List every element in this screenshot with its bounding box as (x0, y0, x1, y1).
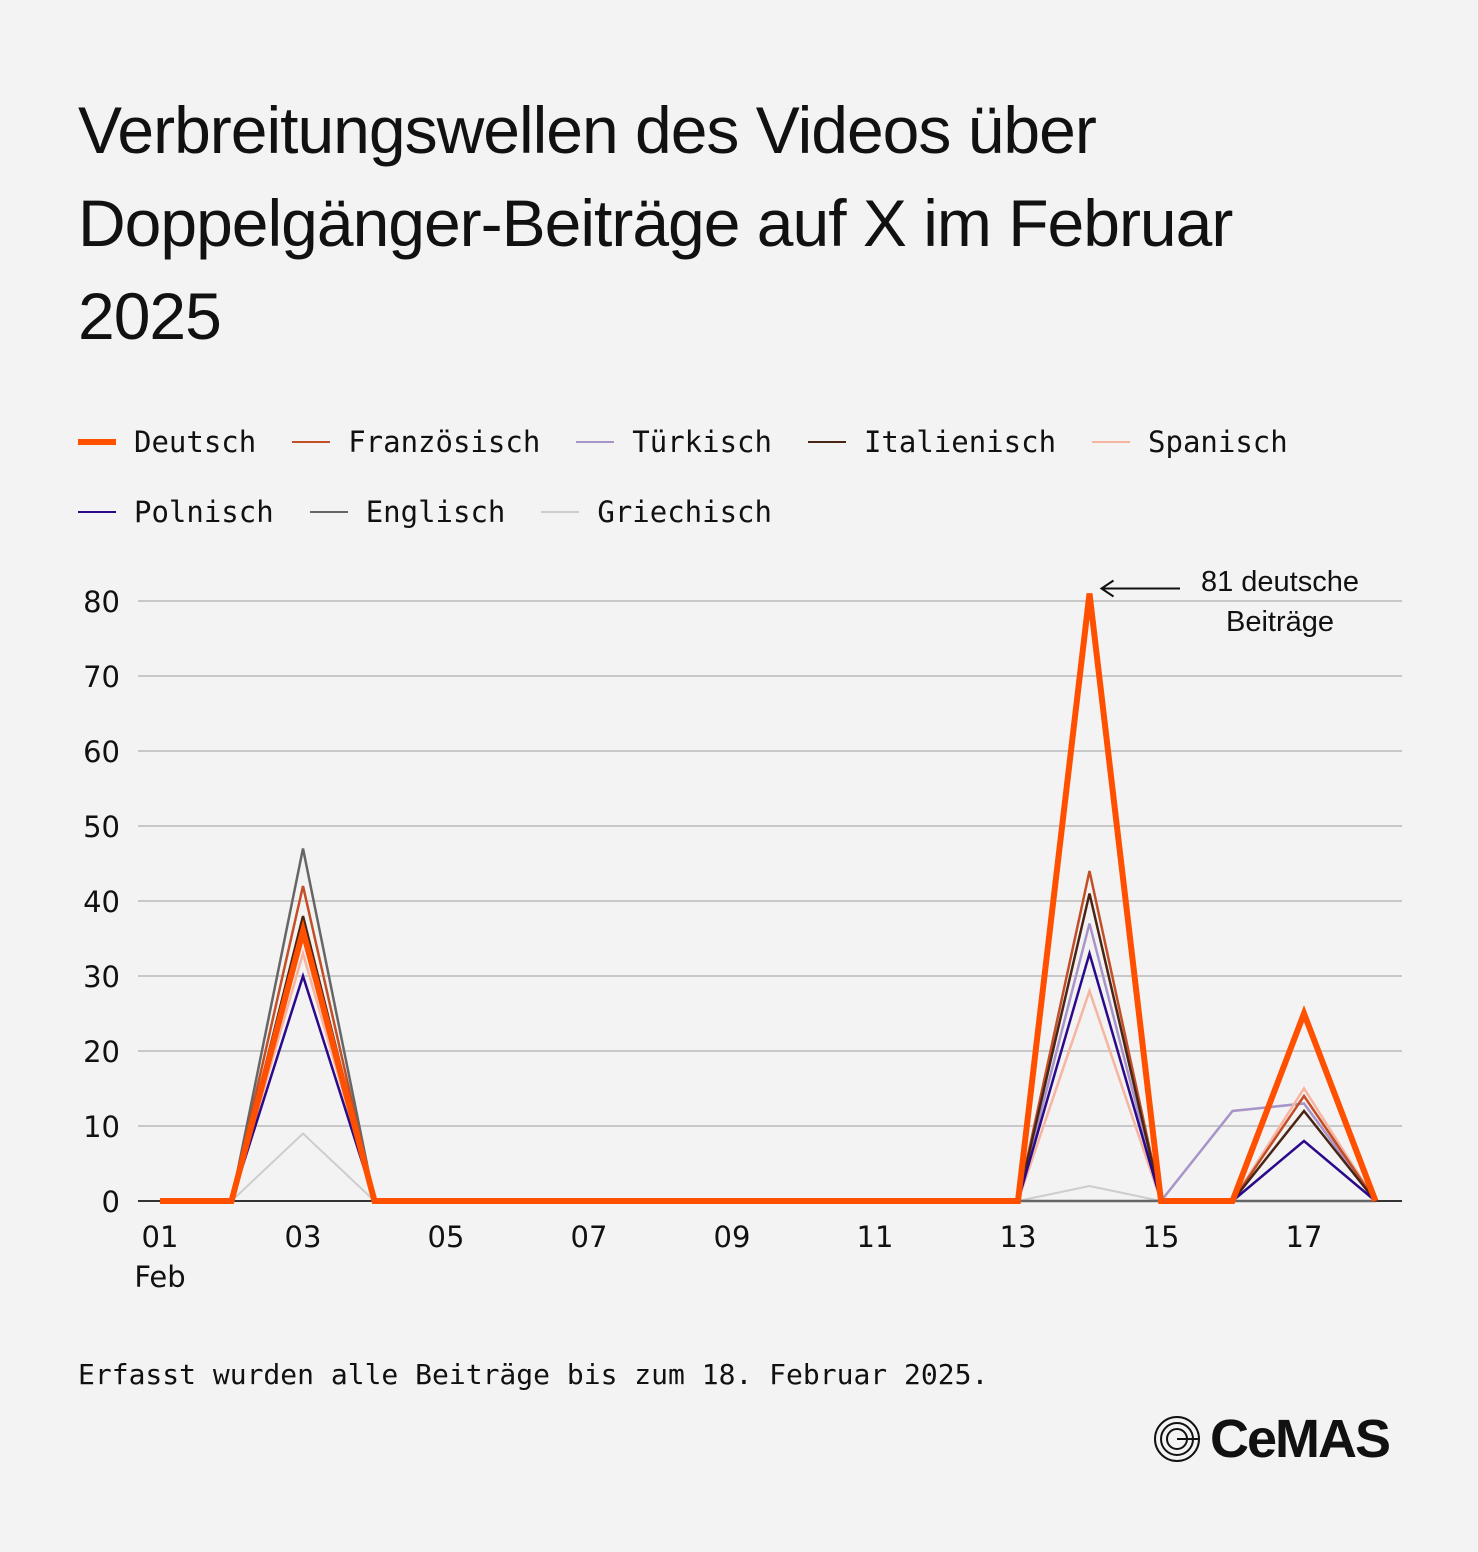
legend-swatch (309, 511, 348, 513)
x-tick-label: 03 (285, 1220, 322, 1254)
legend-item: Polnisch (78, 495, 274, 529)
x-tick-label: 05 (428, 1220, 465, 1254)
y-tick-label: 80 (83, 585, 120, 619)
cemas-logo: CeMAS (1152, 1408, 1391, 1470)
y-tick-label: 10 (83, 1110, 120, 1144)
legend-item: Griechisch (541, 495, 772, 529)
legend-item: Italienisch (807, 425, 1057, 459)
y-tick-label: 30 (83, 960, 120, 994)
legend-label: Deutsch (134, 425, 257, 459)
cemas-logo-icon (1154, 1416, 1200, 1462)
legend: Deutsch Französisch Türkisch Italienisch Spa… (78, 425, 1398, 529)
legend-label: Spanisch (1148, 425, 1288, 459)
footnote: Erfasst wurden alle Beiträge bis zum 18.… (78, 1358, 989, 1391)
annotation-arrowhead (1099, 579, 1115, 598)
x-tick-label: 09 (714, 1220, 751, 1254)
series-line-griechisch (160, 1132, 1376, 1202)
y-tick-label: 50 (83, 810, 120, 844)
x-tick-label: 15 (1143, 1220, 1180, 1254)
legend-item: Französisch (292, 425, 540, 459)
legend-swatch (807, 441, 846, 443)
legend-swatch (541, 511, 580, 513)
x-tick-label: 13 (1000, 1220, 1037, 1254)
line-chart: 0 10 20 30 40 50 60 70 80 01 03 05 07 09 11 13 15 17 Feb 81… (83, 566, 1402, 1294)
legend-swatch (576, 441, 615, 443)
legend-label: Französisch (348, 425, 541, 459)
x-tick-label: 17 (1286, 1220, 1323, 1254)
legend-swatch (292, 441, 331, 443)
chart-title: Verbreitungswellen des Videos über Doppe… (78, 93, 1233, 353)
y-tick-label: 60 (83, 735, 120, 769)
legend-swatch (1092, 441, 1131, 443)
legend-item: Spanisch (1092, 425, 1288, 459)
x-tick-sublabel: Feb (134, 1260, 185, 1294)
legend-label: Türkisch (632, 425, 772, 459)
x-tick-label: 01 (142, 1220, 179, 1254)
legend-swatch (78, 511, 116, 513)
legend-label: Polnisch (134, 495, 274, 529)
series-line-französisch (160, 870, 1377, 1203)
legend-label: Italienisch (863, 425, 1057, 459)
annotation-text: 81 deutsche (1201, 566, 1359, 598)
annotation-text: Beiträge (1226, 606, 1334, 638)
legend-swatch (78, 439, 116, 445)
logo-text: CeMAS (1210, 1409, 1391, 1469)
y-tick-label: 20 (83, 1035, 120, 1069)
x-tick-label: 11 (857, 1220, 894, 1254)
y-tick-label: 40 (83, 885, 120, 919)
x-tick-label: 07 (571, 1220, 608, 1254)
legend-item: Englisch (309, 495, 506, 529)
legend-item: Deutsch (78, 425, 256, 459)
legend-label: Englisch (365, 495, 506, 529)
legend-item: Türkisch (576, 425, 772, 459)
legend-label: Griechisch (597, 495, 772, 529)
series-line-deutsch (160, 593, 1379, 1204)
y-tick-label: 70 (83, 660, 120, 694)
y-tick-label: 0 (102, 1185, 120, 1219)
